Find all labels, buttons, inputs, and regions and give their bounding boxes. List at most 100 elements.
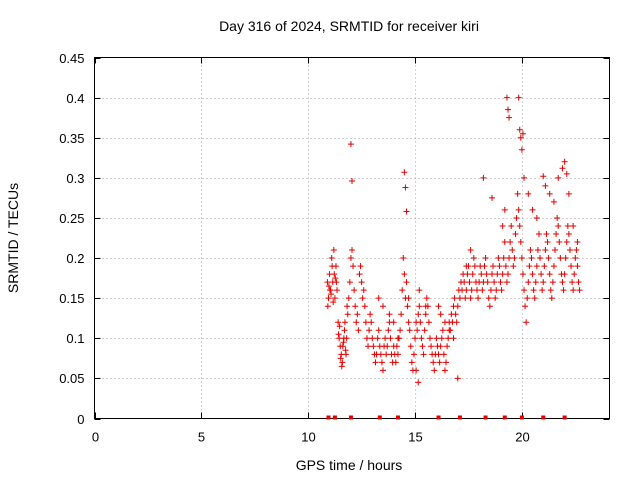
data-point — [341, 319, 348, 326]
x-tick-label: 20 — [515, 430, 529, 445]
data-point — [539, 287, 546, 294]
data-point — [556, 239, 563, 246]
data-point — [524, 295, 531, 302]
data-point — [545, 255, 552, 262]
data-point — [501, 206, 508, 213]
data-point — [523, 319, 530, 326]
data-point — [386, 311, 393, 318]
data-point — [555, 174, 562, 181]
data-point — [330, 299, 337, 306]
data-point — [435, 303, 442, 310]
data-point — [433, 335, 440, 342]
data-point — [495, 255, 502, 262]
data-point — [422, 311, 429, 318]
data-point — [431, 367, 438, 374]
data-point — [478, 271, 485, 278]
data-point — [574, 263, 581, 270]
data-point — [403, 279, 410, 286]
data-point — [469, 271, 476, 278]
zero-marker — [332, 415, 337, 420]
data-point — [509, 247, 516, 254]
data-point — [398, 311, 405, 318]
data-point — [485, 295, 492, 302]
data-point — [359, 295, 366, 302]
data-point — [518, 255, 525, 262]
x-axis: 0 5 10 15 20 — [92, 57, 530, 445]
data-point — [441, 367, 448, 374]
data-point — [428, 343, 435, 350]
y-axis-title: SRMTID / TECUs — [5, 183, 21, 293]
data-point — [414, 327, 421, 334]
data-point — [515, 94, 522, 101]
data-point — [349, 178, 355, 185]
data-point — [537, 255, 544, 262]
data-point — [499, 271, 506, 278]
data-point — [407, 343, 414, 350]
data-point — [533, 214, 540, 221]
data-point — [352, 303, 359, 310]
data-point — [530, 287, 537, 294]
data-point — [543, 230, 550, 237]
data-point — [423, 295, 430, 302]
data-point — [529, 206, 536, 213]
data-point — [492, 295, 499, 302]
data-point — [550, 263, 557, 270]
data-point — [345, 295, 352, 302]
data-point — [519, 271, 526, 278]
data-point — [529, 271, 536, 278]
data-point — [450, 335, 457, 342]
data-point — [325, 295, 332, 302]
data-point — [513, 214, 520, 221]
data-point — [401, 169, 408, 176]
data-point — [351, 287, 358, 294]
data-point — [379, 367, 386, 374]
data-point — [416, 287, 423, 294]
data-point — [522, 303, 529, 310]
data-point — [467, 247, 474, 254]
data-point — [467, 295, 474, 302]
data-point — [421, 327, 428, 334]
data-point — [372, 359, 379, 366]
zero-marker — [502, 415, 507, 420]
data-point — [387, 335, 394, 342]
data-point — [350, 263, 357, 270]
data-point — [570, 287, 577, 294]
zero-marker — [483, 415, 488, 420]
data-point — [426, 335, 433, 342]
data-points — [324, 94, 583, 386]
data-point — [452, 311, 459, 318]
data-point — [358, 279, 365, 286]
zero-marker — [348, 415, 353, 420]
data-point — [517, 134, 524, 141]
y-tick-label: 0.15 — [59, 291, 84, 306]
data-point — [335, 319, 342, 326]
data-point — [453, 319, 460, 326]
data-point — [569, 279, 576, 286]
zero-marker — [377, 415, 382, 420]
data-point — [565, 190, 572, 197]
data-point — [503, 279, 510, 286]
data-point — [502, 263, 509, 270]
data-point — [331, 271, 338, 278]
data-point — [518, 146, 525, 153]
data-point — [439, 327, 446, 334]
data-point — [490, 263, 497, 270]
data-point — [561, 158, 568, 165]
data-point — [451, 295, 458, 302]
data-point — [374, 335, 381, 342]
data-point — [563, 239, 570, 246]
data-point — [487, 287, 494, 294]
data-point — [425, 319, 432, 326]
data-point — [415, 379, 422, 386]
data-point — [565, 230, 572, 237]
x-tick-label: 15 — [408, 430, 422, 445]
data-point — [370, 343, 377, 350]
x-tick-label: 10 — [301, 430, 315, 445]
data-point — [471, 263, 478, 270]
y-tick-label: 0.25 — [59, 211, 84, 226]
data-point — [356, 271, 363, 278]
data-point — [338, 363, 345, 370]
data-point — [463, 263, 470, 270]
data-point — [566, 247, 573, 254]
chart-title: Day 316 of 2024, SRMTID for receiver kir… — [219, 18, 479, 34]
